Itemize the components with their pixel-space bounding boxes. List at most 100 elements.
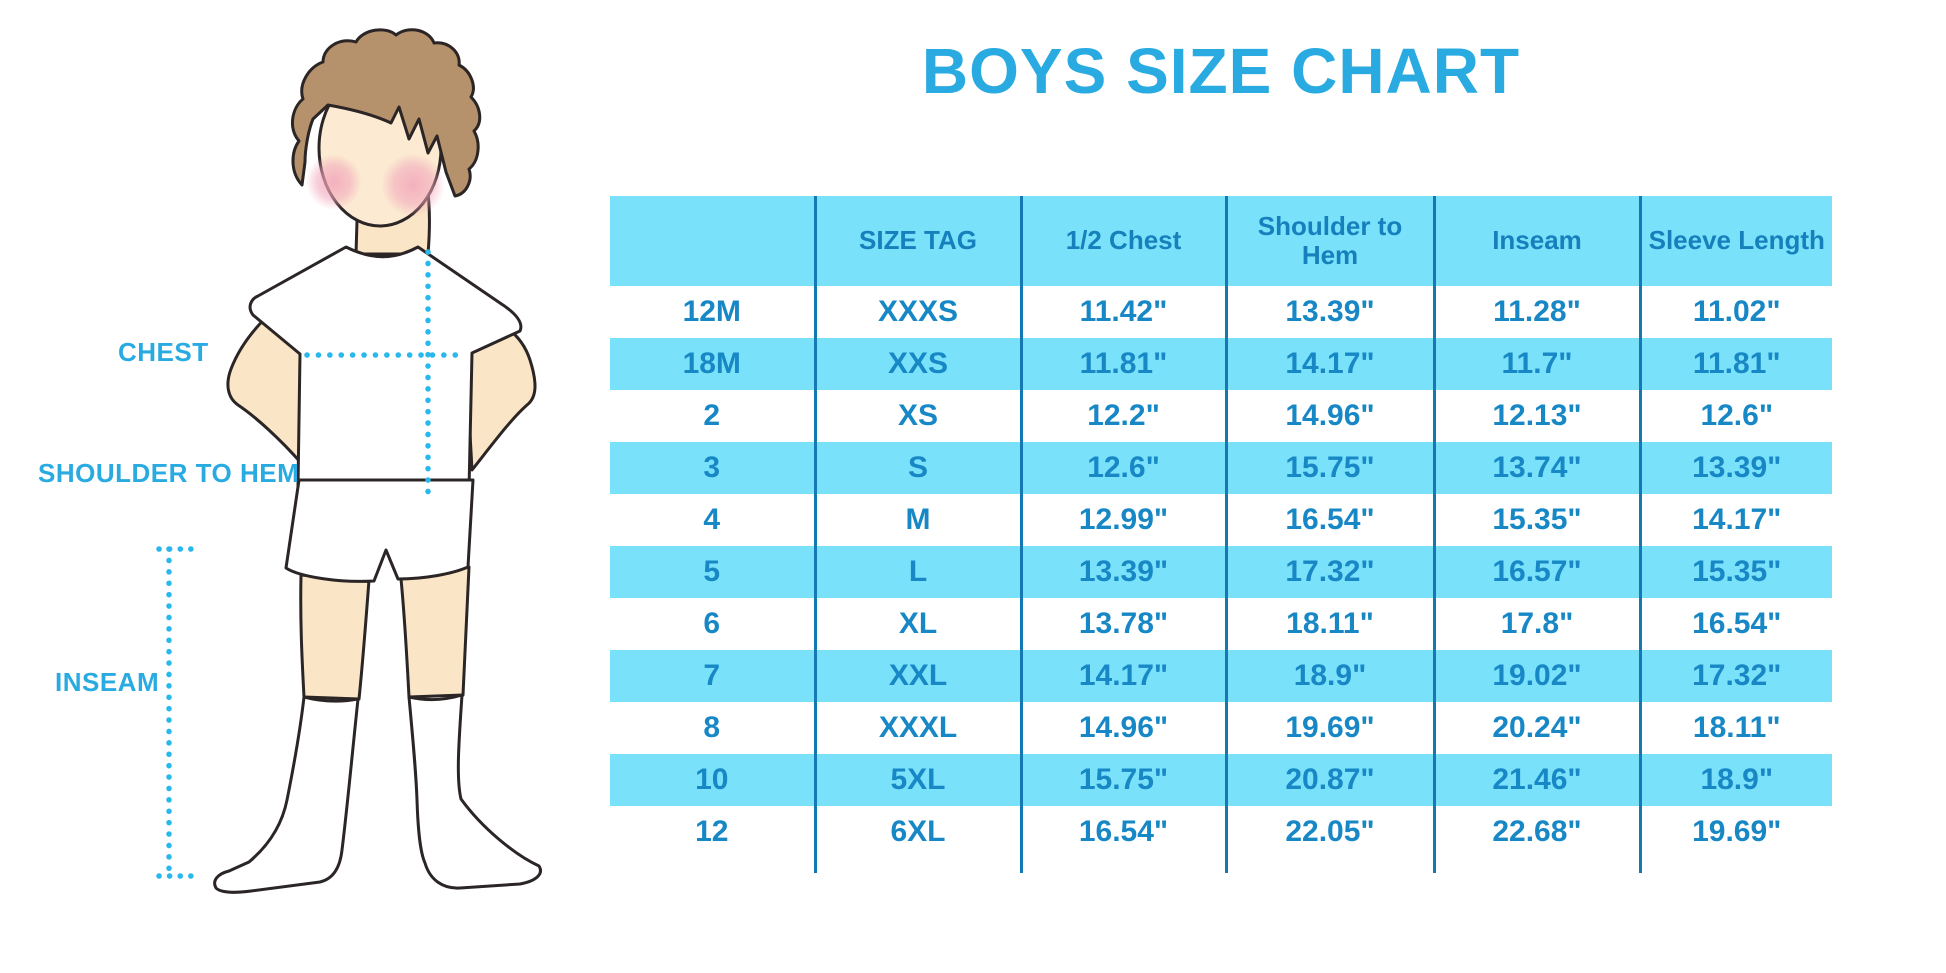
table-row: 7 XXL 14.17" 18.9" 19.02" 17.32" [610,650,1832,702]
cell-size-tag: 5XL [813,754,1021,806]
cell-shoulder-to-hem: 13.39" [1224,286,1434,338]
shorts [284,478,475,583]
chest-label: CHEST [118,337,209,367]
cell-sleeve-length: 19.69" [1638,806,1832,858]
cell-inseam: 19.02" [1432,650,1640,702]
boy-measurement-illustration [156,28,542,894]
cell-size-tag: XXL [813,650,1021,702]
cell-half-chest: 15.75" [1019,754,1226,806]
cell-half-chest: 14.96" [1019,702,1226,754]
table-row: 5 L 13.39" 17.32" 16.57" 15.35" [610,546,1832,598]
cell-shoulder-to-hem: 18.9" [1224,650,1434,702]
cell-size-tag: XXS [813,338,1021,390]
cell-sleeve-length: 14.17" [1638,494,1832,546]
cell-size-tag: XXXL [813,702,1021,754]
cell-sleeve-length: 18.9" [1638,754,1832,806]
cell-sleeve-length: 15.35" [1638,546,1832,598]
cell-size: 18M [610,338,815,390]
cell-size: 2 [703,399,721,432]
column-header-size [610,196,815,286]
cell-half-chest: 11.81" [1019,338,1226,390]
blush-left-cheek [306,154,362,210]
cell-shoulder-to-hem: 19.69" [1224,702,1434,754]
table-row: 8 XXXL 14.96" 19.69" 20.24" 18.11" [610,702,1832,754]
cell-shoulder-to-hem: 14.96" [1224,390,1434,442]
cell-size: 12 [695,815,729,848]
cell-half-chest: 12.99" [1019,494,1226,546]
cell-sleeve-length: 11.81" [1638,338,1832,390]
hair [291,28,482,198]
cell-size: 7 [610,650,815,702]
cell-half-chest: 12.2" [1019,390,1226,442]
size-table: SIZE TAG 1/2 Chest Shoulder to Hem Insea… [610,196,1832,873]
cell-half-chest: 12.6" [1019,442,1226,494]
header-row: SIZE TAG 1/2 Chest Shoulder to Hem Insea… [610,196,1832,286]
table-row: 2 XS 12.2" 14.96" 12.13" 12.6" [610,390,1832,442]
cell-size-tag: XXXS [813,286,1021,338]
column-header-half-chest: 1/2 Chest [1019,196,1226,286]
cell-inseam: 16.57" [1432,546,1640,598]
inseam-label: INSEAM [55,667,160,697]
cell-shoulder-to-hem: 14.17" [1224,338,1434,390]
cell-size: 6 [703,607,721,640]
table-row: 6 XL 13.78" 18.11" 17.8" 16.54" [610,598,1832,650]
cell-size-tag: S [813,442,1021,494]
cell-sleeve-length: 17.32" [1638,650,1832,702]
cell-inseam: 17.8" [1432,598,1640,650]
cell-inseam: 11.28" [1432,286,1640,338]
cell-size: 8 [703,711,721,744]
cell-size: 12M [682,295,741,328]
cell-shoulder-to-hem: 15.75" [1224,442,1434,494]
cell-inseam: 15.35" [1432,494,1640,546]
cell-shoulder-to-hem: 16.54" [1224,494,1434,546]
table-row: 12 6XL 16.54" 22.05" 22.68" 19.69" [610,806,1832,858]
column-header-sleeve-length: Sleeve Length [1638,196,1832,286]
cell-sleeve-length: 12.6" [1638,390,1832,442]
cell-inseam: 20.24" [1432,702,1640,754]
cell-sleeve-length: 13.39" [1638,442,1832,494]
cell-size-tag: L [813,546,1021,598]
cell-inseam: 11.7" [1432,338,1640,390]
column-header-size-tag: SIZE TAG [813,196,1021,286]
table-row: 18M XXS 11.81" 14.17" 11.7" 11.81" [610,338,1832,390]
cell-shoulder-to-hem: 17.32" [1224,546,1434,598]
cell-shoulder-to-hem: 18.11" [1224,598,1434,650]
cell-shoulder-to-hem: 22.05" [1224,806,1434,858]
cell-inseam: 22.68" [1432,806,1640,858]
cell-half-chest: 11.42" [1019,286,1226,338]
cell-inseam: 12.13" [1432,390,1640,442]
cell-shoulder-to-hem: 20.87" [1224,754,1434,806]
cell-sleeve-length: 11.02" [1638,286,1832,338]
cell-size: 3 [610,442,815,494]
cell-size-tag: XL [813,598,1021,650]
table-row: 3 S 12.6" 15.75" 13.74" 13.39" [610,442,1832,494]
cell-inseam: 13.74" [1432,442,1640,494]
left-sock [213,695,360,894]
column-header-inseam: Inseam [1432,196,1640,286]
cell-inseam: 21.46" [1432,754,1640,806]
cell-size-tag: XS [813,390,1021,442]
divider-extension-row [610,858,1832,873]
table-row: 4 M 12.99" 16.54" 15.35" 14.17" [610,494,1832,546]
cell-size-tag: M [813,494,1021,546]
cell-half-chest: 13.39" [1019,546,1226,598]
blush-right-cheek [381,153,445,217]
cell-half-chest: 16.54" [1019,806,1226,858]
cell-size-tag: 6XL [813,806,1021,858]
cell-half-chest: 14.17" [1019,650,1226,702]
cell-size: 5 [610,546,815,598]
cell-sleeve-length: 16.54" [1638,598,1832,650]
column-header-shoulder-to-hem: Shoulder to Hem [1224,196,1434,286]
left-thigh [299,573,371,701]
right-thigh [399,565,471,699]
cell-sleeve-length: 18.11" [1638,702,1832,754]
table-row: 12M XXXS 11.42" 13.39" 11.28" 11.02" [610,286,1832,338]
page-title: BOYS SIZE CHART [921,35,1521,107]
table-row: 10 5XL 15.75" 20.87" 21.46" 18.9" [610,754,1832,806]
right-sock [407,693,542,890]
cell-half-chest: 13.78" [1019,598,1226,650]
cell-size: 4 [703,503,721,536]
cell-size: 10 [610,754,815,806]
shoulder-to-hem-label: SHOULDER TO HEM [38,458,300,488]
